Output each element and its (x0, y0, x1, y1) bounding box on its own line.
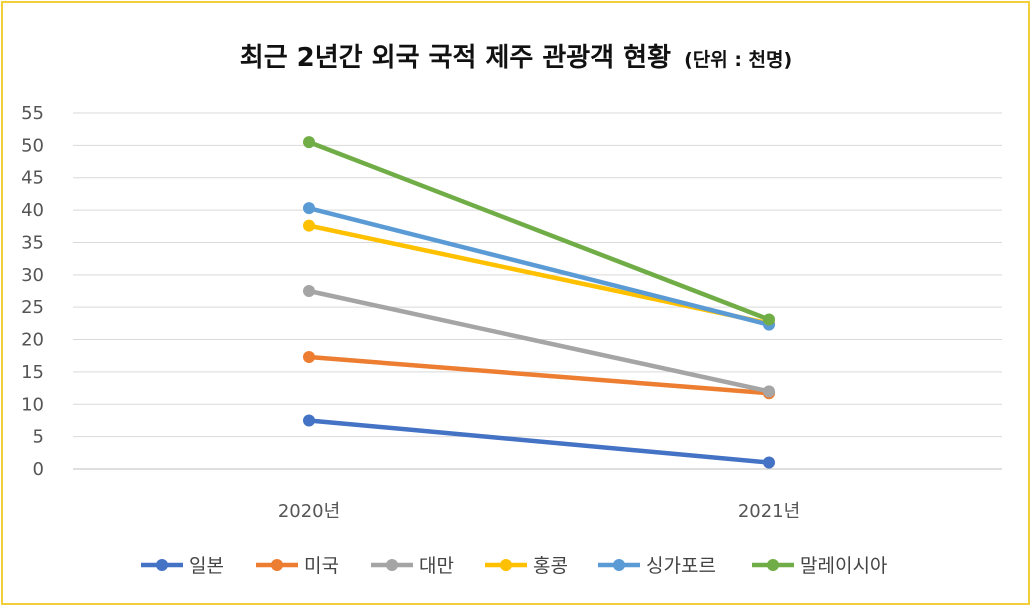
legend-marker (271, 559, 283, 571)
legend: 일본 미국 대만 홍콩 싱가포르 말레이시아 (141, 555, 887, 577)
chart-title-main: 최근 2년간 외국 국적 제주 관광객 현황 (240, 43, 671, 73)
gridlines (73, 112, 1002, 470)
legend-marker (767, 559, 779, 571)
y-tick-label: 5 (33, 427, 44, 448)
series-일본 (303, 414, 775, 469)
series-말레이시아 (303, 136, 775, 326)
series-line (306, 288, 772, 394)
data-point (303, 351, 315, 364)
series-lines (303, 136, 775, 469)
legend-label: 일본 (189, 555, 224, 577)
y-tick-label: 10 (21, 394, 44, 415)
y-tick-label: 55 (21, 103, 44, 124)
y-tick-label: 25 (21, 297, 44, 318)
y-axis-ticks: 0 5 10 15 20 25 30 35 40 45 50 55 (21, 103, 44, 480)
legend-label: 말레이시아 (800, 555, 887, 577)
y-tick-label: 50 (21, 135, 44, 156)
data-point (303, 219, 315, 232)
legend-entry: 일본 (141, 555, 224, 577)
legend-marker (156, 559, 168, 571)
y-tick-label: 45 (21, 168, 44, 189)
data-point (763, 385, 775, 398)
legend-label: 대만 (419, 555, 454, 577)
series-line (306, 354, 772, 396)
legend-entry: 미국 (256, 555, 339, 577)
legend-label: 홍콩 (533, 555, 568, 577)
legend-marker (386, 559, 398, 571)
legend-label: 미국 (304, 555, 339, 577)
series-line (306, 418, 772, 465)
data-point (763, 313, 775, 326)
data-point (303, 285, 315, 297)
series-대만 (303, 285, 775, 398)
y-tick-label: 0 (33, 459, 44, 480)
legend-marker (613, 559, 625, 571)
data-point (303, 414, 315, 427)
x-tick-label: 2020년 (278, 501, 340, 522)
chart-title-unit: (단위 : 천명) (684, 49, 792, 71)
data-point (763, 456, 775, 469)
legend-marker (500, 559, 512, 571)
x-tick-label: 2021년 (738, 501, 800, 522)
legend-entry: 대만 (371, 555, 454, 577)
series-line (306, 205, 772, 327)
chart-title: 최근 2년간 외국 국적 제주 관광객 현황 (단위 : 천명) (240, 43, 792, 73)
y-tick-label: 35 (21, 232, 44, 253)
y-tick-label: 40 (21, 200, 44, 221)
legend-entry: 말레이시아 (752, 555, 887, 577)
legend-entry: 홍콩 (485, 555, 568, 577)
y-tick-label: 15 (21, 362, 44, 383)
data-point (303, 136, 315, 149)
data-point (303, 202, 315, 215)
legend-entry: 싱가포르 (598, 555, 716, 577)
legend-label: 싱가포르 (646, 555, 716, 577)
x-axis-ticks: 2020년 2021년 (278, 501, 800, 522)
y-tick-label: 20 (21, 330, 44, 351)
series-line (306, 139, 772, 322)
y-tick-label: 30 (21, 265, 44, 286)
